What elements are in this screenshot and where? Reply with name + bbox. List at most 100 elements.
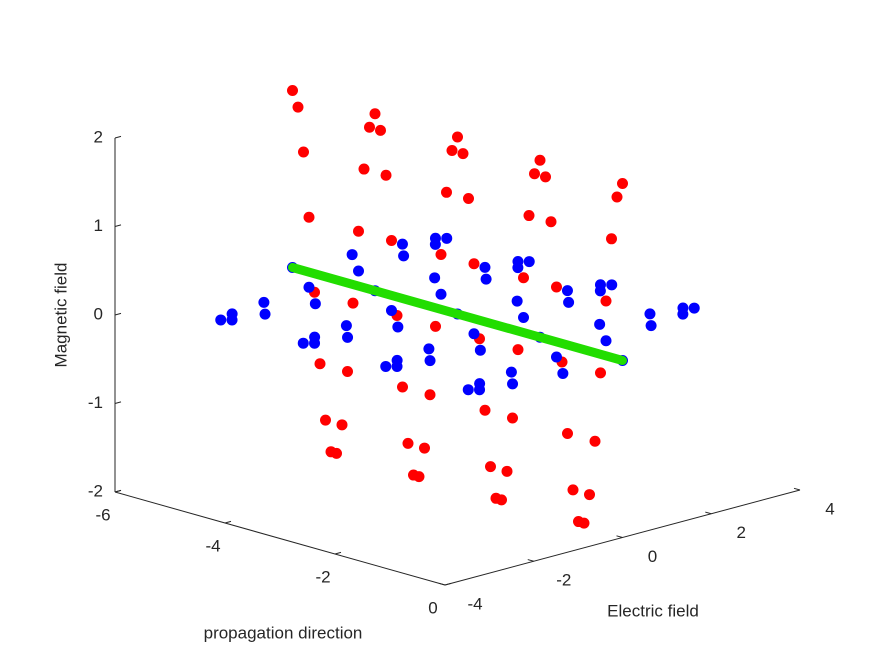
point [342, 331, 354, 343]
point [644, 308, 656, 320]
point [545, 216, 557, 228]
z-tick [114, 312, 122, 316]
point [578, 517, 590, 529]
point [314, 358, 326, 370]
point [479, 404, 491, 416]
x-tick [444, 582, 452, 586]
point [215, 314, 227, 326]
point [423, 343, 435, 355]
point [430, 320, 441, 332]
point [340, 320, 352, 332]
x-axis-label: propagation direction [204, 623, 363, 642]
x-tick-label: 0 [428, 598, 437, 617]
point [398, 250, 410, 262]
z-tick [114, 224, 122, 227]
point [452, 131, 463, 143]
y-tick-label: 0 [648, 547, 657, 566]
y-tick-label: 2 [737, 523, 746, 542]
point [518, 272, 529, 284]
point [397, 381, 408, 393]
point [309, 337, 321, 349]
point [606, 279, 618, 291]
y-tick [793, 487, 801, 491]
point [441, 232, 453, 244]
point [677, 308, 689, 320]
point [688, 302, 700, 314]
point [512, 262, 524, 274]
point [534, 154, 546, 166]
point [463, 193, 474, 205]
point [297, 337, 309, 349]
x-tick [224, 520, 232, 524]
point [331, 447, 342, 459]
z-tick-label: 1 [94, 216, 103, 235]
point [369, 108, 381, 120]
y-tick [438, 582, 446, 586]
point [364, 121, 375, 133]
point [402, 437, 414, 449]
point [507, 412, 518, 424]
point [518, 311, 530, 323]
point [551, 281, 562, 293]
point [468, 328, 480, 340]
point [303, 211, 315, 223]
point [287, 85, 298, 96]
point [353, 225, 364, 237]
point [342, 366, 353, 377]
point [501, 465, 513, 477]
y-tick [527, 559, 534, 562]
z-tick [114, 401, 122, 404]
y-tick [616, 535, 623, 538]
z-tick-label: 2 [94, 127, 103, 146]
point [336, 419, 348, 431]
y-tick [705, 511, 712, 515]
point [595, 367, 606, 379]
point [441, 186, 452, 198]
point [584, 489, 595, 501]
z-tick-label: -2 [88, 481, 103, 500]
point [589, 435, 601, 447]
point [480, 273, 492, 285]
point [259, 308, 271, 320]
point [505, 366, 517, 378]
point [594, 318, 606, 330]
z-tick-label: 0 [94, 304, 103, 323]
point [550, 351, 562, 363]
point [419, 442, 430, 454]
point [645, 320, 657, 332]
point [557, 367, 569, 379]
point [226, 314, 238, 326]
axis-line [288, 263, 627, 365]
point [292, 101, 304, 113]
point [617, 178, 628, 189]
y-tick-label: -4 [467, 594, 482, 613]
y-tick-label: 4 [825, 499, 834, 518]
point [594, 285, 606, 297]
point [600, 335, 612, 347]
point [435, 248, 447, 260]
point [429, 238, 441, 250]
point [611, 191, 623, 203]
point [380, 360, 392, 372]
point [474, 384, 486, 396]
point [563, 296, 575, 308]
point [298, 146, 309, 158]
y-axis-label: Electric field [607, 601, 699, 620]
point [606, 233, 617, 245]
x-tick-label: -2 [315, 567, 330, 586]
point [347, 297, 359, 309]
point [413, 471, 425, 483]
point [303, 281, 315, 293]
point [529, 168, 540, 180]
point [474, 344, 486, 356]
x-tick [114, 489, 122, 493]
point [512, 344, 524, 356]
z-tick [114, 135, 122, 139]
point [468, 258, 480, 270]
point [485, 461, 496, 473]
point [561, 285, 573, 297]
point [346, 249, 358, 261]
point [424, 389, 436, 401]
point [258, 296, 270, 308]
point [353, 265, 365, 277]
